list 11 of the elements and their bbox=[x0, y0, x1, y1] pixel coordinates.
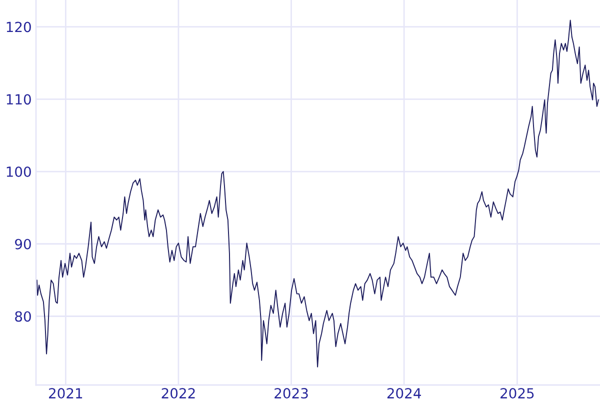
y-tick-label: 80 bbox=[15, 311, 31, 322]
x-tick-label: 2022 bbox=[162, 388, 195, 399]
y-tick-label: 110 bbox=[6, 94, 31, 105]
x-tick-label: 2023 bbox=[274, 388, 308, 399]
line-series bbox=[36, 20, 599, 368]
y-tick-label: 100 bbox=[6, 166, 31, 177]
y-tick-label: 90 bbox=[15, 238, 31, 250]
y-tick-label: 120 bbox=[6, 22, 31, 32]
x-tick-label: 2021 bbox=[49, 388, 82, 399]
x-tick-label: 2024 bbox=[387, 388, 421, 399]
x-tick-label: 2025 bbox=[500, 388, 534, 399]
